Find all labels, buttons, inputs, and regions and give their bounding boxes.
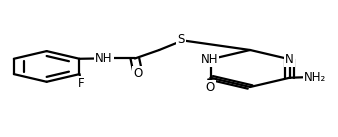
- Text: NH: NH: [95, 52, 113, 65]
- Text: O: O: [205, 81, 215, 94]
- Text: O: O: [133, 67, 142, 80]
- Text: N: N: [285, 53, 294, 66]
- Text: S: S: [177, 33, 185, 45]
- Text: NH: NH: [200, 53, 218, 66]
- Text: NH₂: NH₂: [304, 71, 326, 84]
- Text: F: F: [78, 78, 84, 90]
